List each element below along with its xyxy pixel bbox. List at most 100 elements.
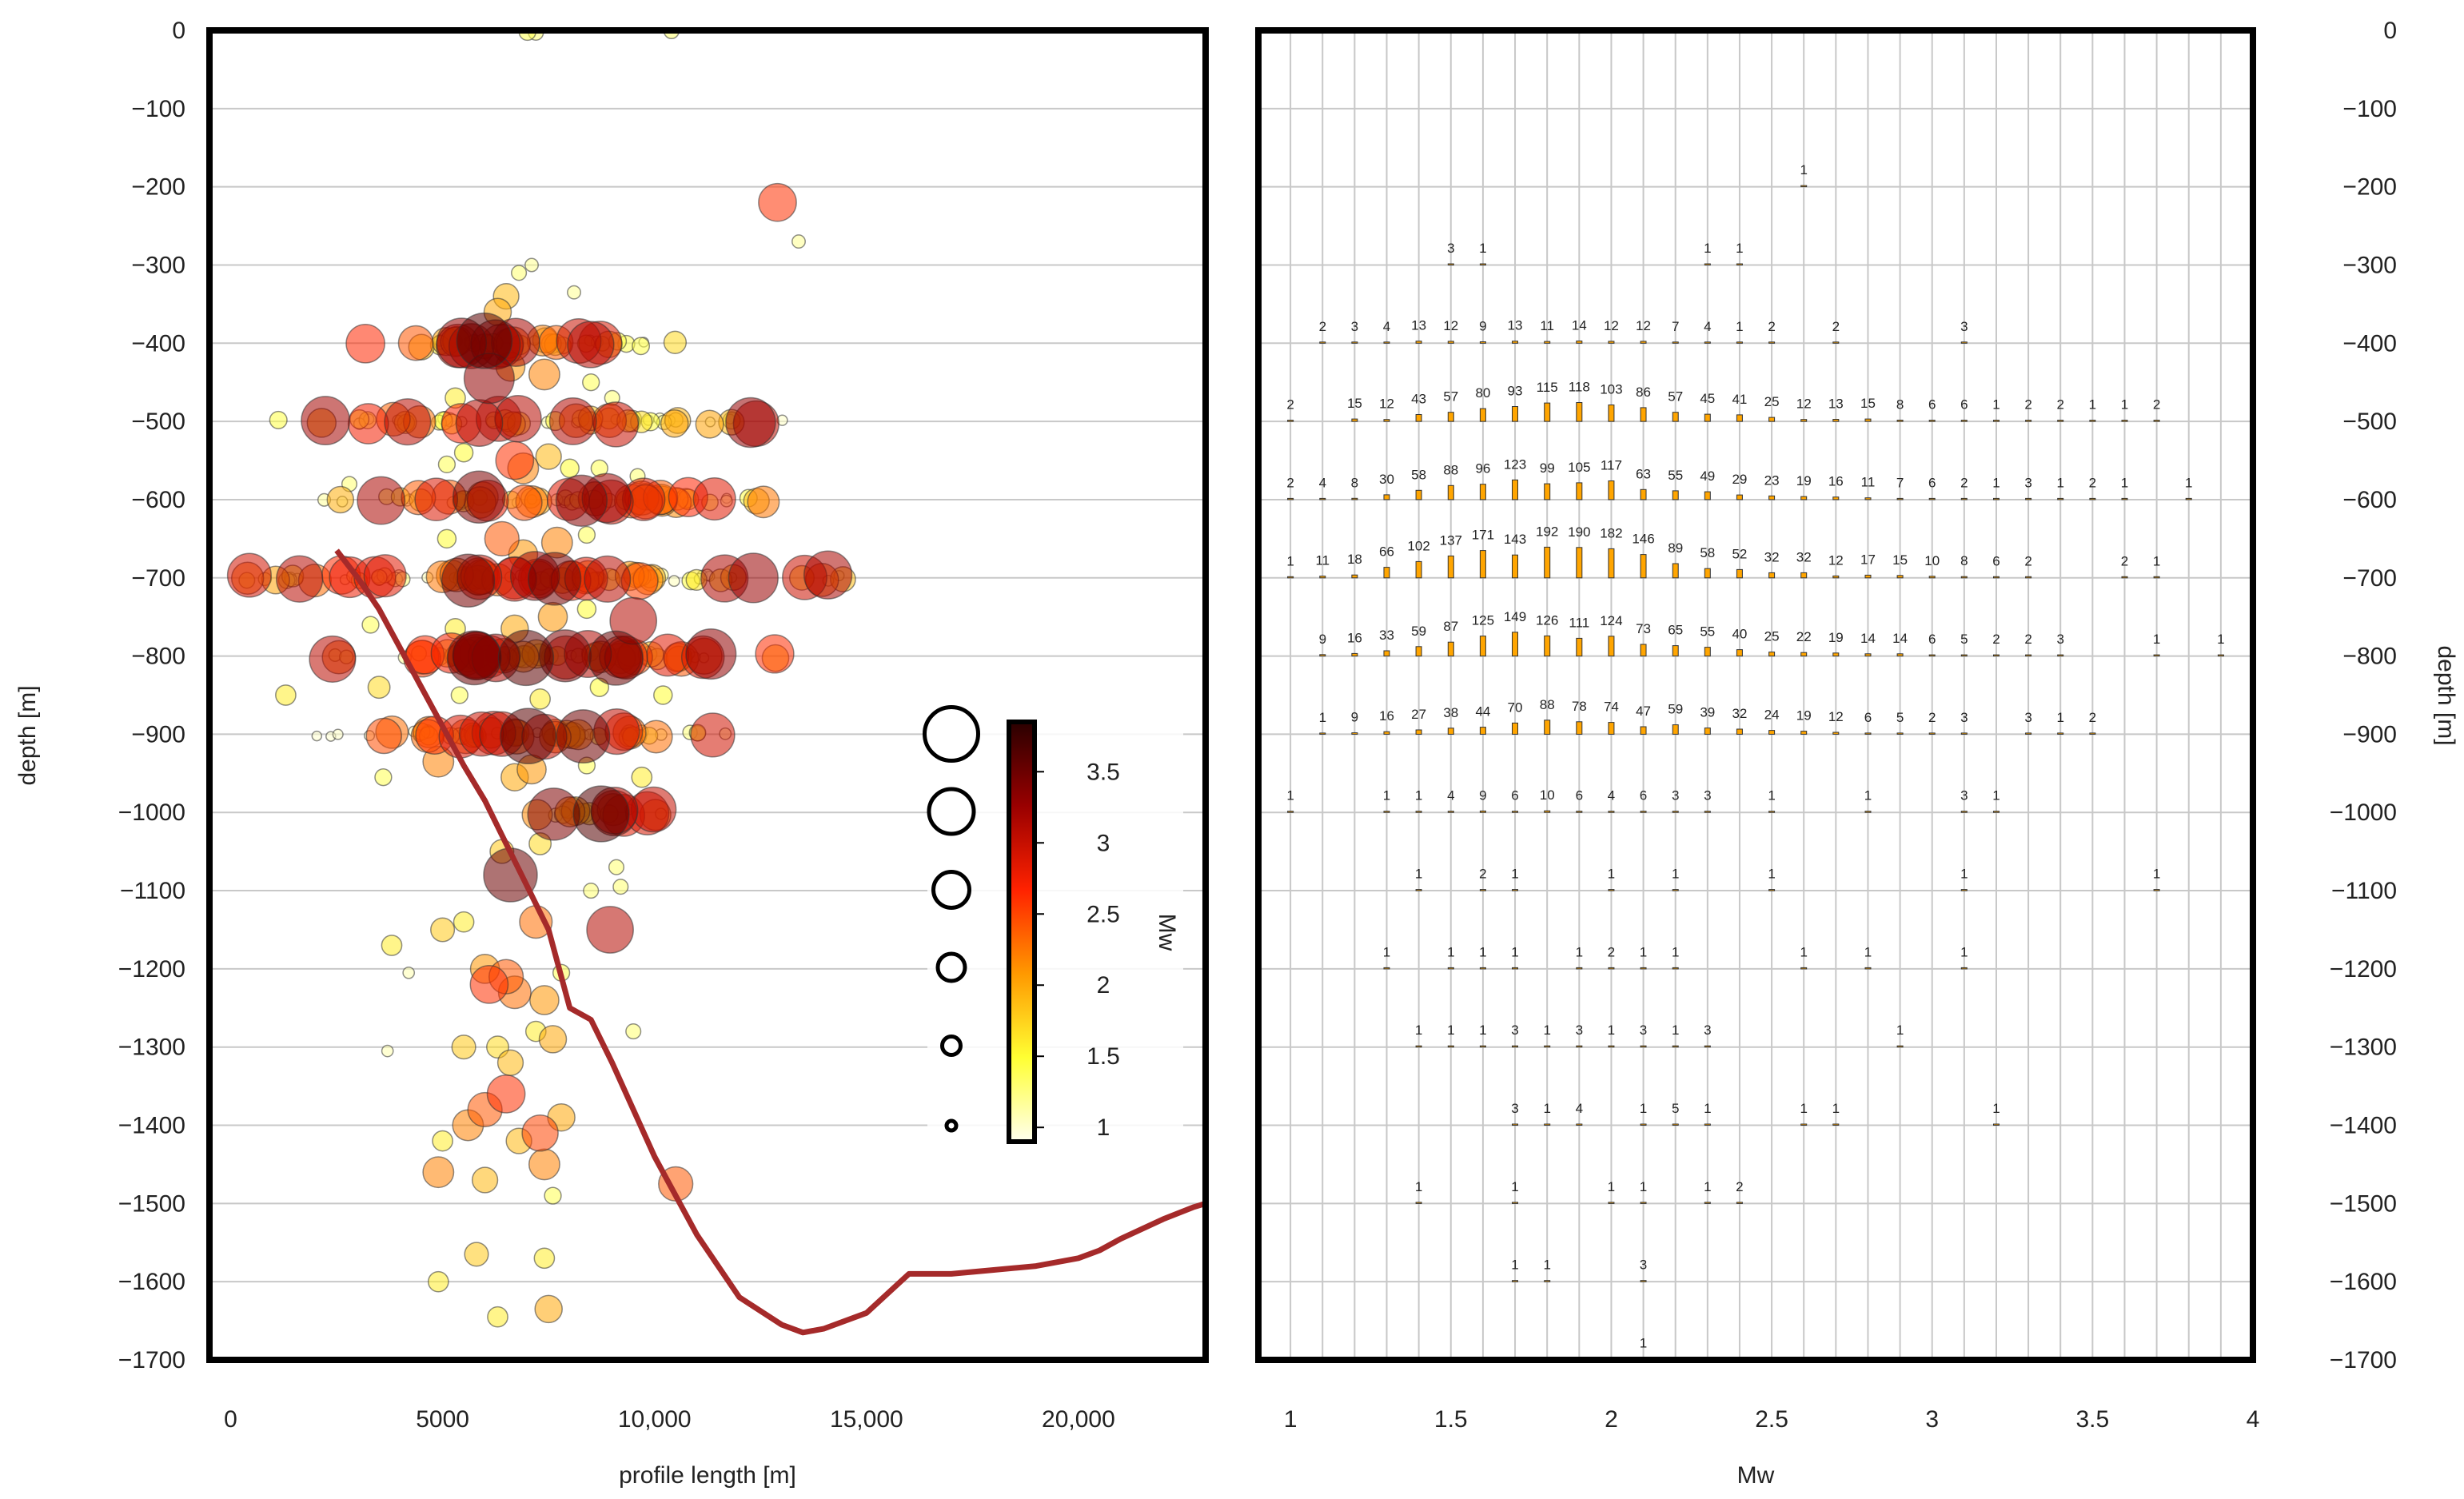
colorbar-tick-label: 1 [1097,1114,1110,1141]
histogram-bar [2057,497,2064,500]
histogram-bar [1576,811,1583,813]
histogram-count-label: 73 [1636,621,1651,636]
scatter-x-tick-label: 10,000 [618,1406,692,1433]
histogram-count-label: 32 [1796,549,1812,564]
histogram-bar [1993,654,2000,657]
seismic-event [567,321,615,369]
histogram-bar [1640,967,1647,970]
histogram-bar [1512,406,1518,422]
histogram-count-label: 29 [1732,472,1747,487]
histogram-count-label: 55 [1668,468,1683,483]
histogram-count-label: 6 [1928,475,1936,490]
histogram-bar [1704,413,1711,422]
histogram-bar [1768,652,1776,657]
scatter-x-tick-label: 15,000 [830,1406,903,1433]
seismic-event [397,325,434,361]
histogram-count-label: 80 [1475,385,1490,401]
histogram-bar [1479,636,1486,657]
histogram-count-label: 44 [1475,704,1490,720]
histogram-bar [1672,490,1679,500]
histogram-count-label: 1 [1511,1258,1518,1273]
histogram-count-label: 1 [1640,1179,1647,1194]
histogram-bar [1383,811,1390,813]
histogram-x-tick-label: 1.5 [1434,1406,1468,1433]
histogram-count-label: 11 [1540,318,1554,333]
histogram-count-label: 45 [1700,391,1715,406]
histogram-bar [1544,1280,1551,1282]
size-legend-circle [923,705,980,763]
histogram-count-label: 171 [1472,528,1494,543]
histogram-bar [1928,654,1936,657]
histogram-bar [1672,724,1679,735]
histogram-bar [1704,1123,1711,1126]
histogram-count-label: 1 [1543,1101,1550,1116]
histogram-count-label: 1 [1800,162,1807,177]
histogram-bar [1768,417,1776,422]
histogram-bar [1704,811,1711,813]
histogram-bar [1640,1123,1647,1126]
histogram-count-label: 1 [1768,867,1775,882]
seismic-event [692,477,736,521]
histogram-panel: 13 1 1 12 3 4 13 12 9 13 11 14 12 12 7 4 1 2 2 32 15 12 43 57 80… [1255,18,2459,1489]
histogram-bar [1832,652,1840,657]
histogram-bar [1800,731,1808,735]
histogram-bar [1960,889,1968,891]
histogram-bar [1640,1045,1647,1048]
histogram-y-tick-label: −400 [2342,330,2397,357]
histogram-bar [1864,732,1872,735]
histogram-bar [1608,811,1615,813]
seismic-event [582,373,600,392]
histogram-count-label: 59 [1411,624,1426,639]
histogram-count-label: 59 [1668,702,1683,717]
colorbar-gradient [1007,720,1037,1144]
seismic-event [414,477,459,522]
histogram-bar [1512,811,1518,813]
seismic-event [533,1247,556,1270]
histogram-count-label: 18 [1347,552,1362,567]
seismic-event [427,1270,449,1293]
histogram-count-label: 9 [1351,710,1358,725]
seismic-event [625,1023,642,1040]
histogram-count-label: 1 [2056,475,2063,490]
histogram-count-label: 2 [1608,944,1615,959]
histogram-count-label: 88 [1443,462,1458,477]
histogram-bar [1704,647,1711,657]
histogram-bar [1640,726,1647,735]
histogram-count-label: 58 [1411,467,1426,482]
histogram-bar [1800,496,1808,500]
histogram-bar [1319,732,1326,735]
histogram-count-label: 41 [1732,392,1747,407]
histogram-y-tick-label: −900 [2342,721,2397,748]
histogram-bar [1896,575,1904,579]
histogram-count-label: 3 [1351,319,1358,334]
histogram-count-label: 2 [1479,867,1486,882]
seismic-event [311,730,323,742]
seismic-event [612,879,629,895]
histogram-count-label: 86 [1636,385,1651,400]
histogram-bar [1479,263,1486,265]
seismic-event [529,688,551,710]
histogram-count-label: 1 [1704,241,1711,256]
histogram-count-label: 13 [1411,318,1426,333]
histogram-bar [1351,652,1358,657]
histogram-bar [2025,420,2032,422]
histogram-bar [1672,1123,1679,1126]
seismic-event [464,1242,489,1267]
histogram-count-label: 1 [1511,1179,1518,1194]
histogram-count-label: 1 [1576,944,1583,959]
seismic-event [381,935,403,956]
seismic-event [384,398,432,446]
histogram-count-label: 23 [1764,472,1780,488]
histogram-count-label: 3 [1960,710,1968,725]
histogram-bar [1544,546,1551,579]
histogram-bar [1576,967,1583,970]
histogram-count-label: 1 [1960,944,1968,959]
seismic-event [588,630,644,686]
histogram-bar [1672,341,1679,344]
histogram-bar [1415,889,1422,891]
colorbar-tick-label: 2 [1097,972,1110,999]
seismic-event [524,257,539,273]
histogram-count-label: 1 [2153,632,2160,647]
histogram-count-label: 6 [1960,397,1968,413]
histogram-count-label: 4 [1608,788,1615,803]
